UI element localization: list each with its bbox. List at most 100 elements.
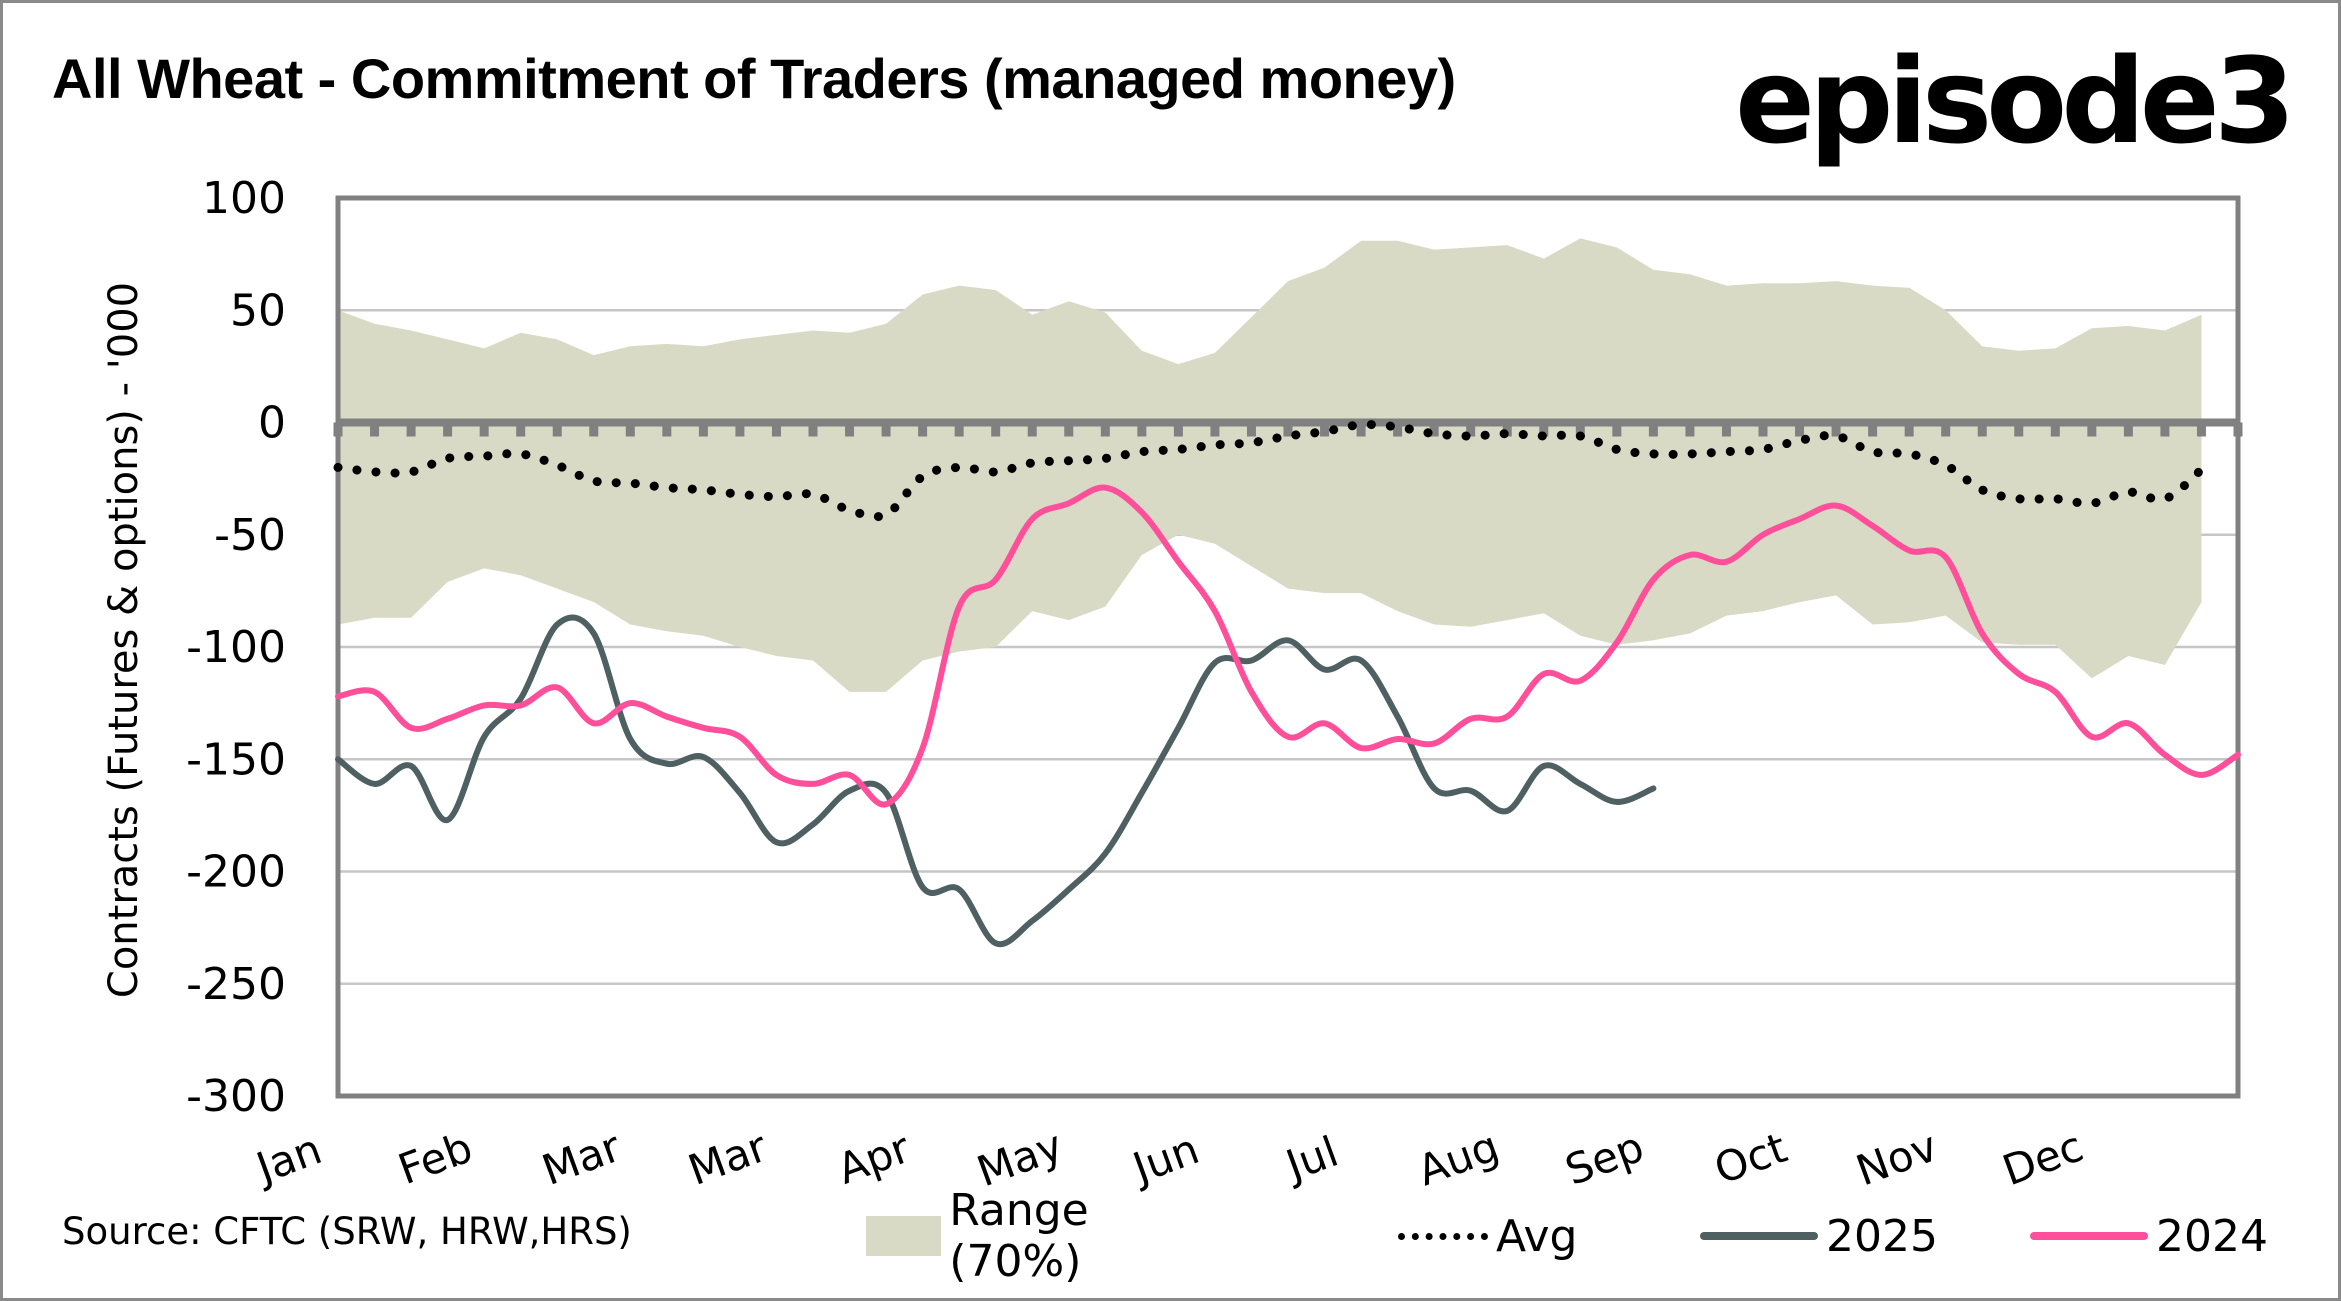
range-band (338, 238, 2202, 692)
x-tick-mark (1502, 422, 1512, 437)
x-tick-mark (1283, 422, 1293, 437)
x-tick-mark (479, 422, 489, 437)
x-tick-mark (370, 422, 380, 437)
x-tick-mark (698, 422, 708, 437)
x-tick-mark (662, 422, 672, 437)
x-month-label: Apr (831, 1123, 917, 1194)
x-tick-mark (1100, 422, 1110, 437)
series-2025-line (335, 614, 1657, 948)
x-tick-mark (1721, 422, 1731, 437)
x-tick-mark (1612, 422, 1622, 437)
x-tick-mark (1685, 422, 1695, 437)
legend-swatch-range (866, 1216, 942, 1256)
x-month-label: Mar (536, 1122, 628, 1195)
x-month-label: Feb (392, 1123, 479, 1194)
x-tick-mark (808, 422, 818, 437)
x-tick-mark (1027, 422, 1037, 437)
x-tick-mark (881, 422, 891, 437)
legend-label-2024: 2024 (2156, 1210, 2268, 1262)
x-tick-mark (1795, 422, 1805, 437)
x-tick-mark (845, 422, 855, 437)
x-tick-mark (991, 422, 1001, 437)
y-tick-labels: 100 50 0 -50 -100 -150 -200 -250 -300 (186, 173, 286, 1122)
x-month-label: Dec (1996, 1121, 2089, 1195)
y-tick-label: -300 (186, 1071, 286, 1122)
x-tick-mark (1429, 422, 1439, 437)
x-tick-mark (443, 422, 453, 437)
x-tick-mark (1320, 422, 1330, 437)
x-tick-mark (1466, 422, 1476, 437)
x-tick-mark (1356, 422, 1366, 437)
x-tick-mark (1137, 422, 1147, 437)
x-month-label: Jul (1277, 1127, 1344, 1191)
x-tick-mark (1868, 422, 1878, 437)
chart-title: All Wheat - Commitment of Traders (manag… (52, 47, 1456, 110)
y-tick-label: 0 (258, 398, 286, 449)
legend-item-2025[interactable]: 2025 (1700, 1206, 1938, 1266)
x-tick-mark (552, 422, 562, 437)
legend-swatch-avg (1398, 1232, 1488, 1240)
x-month-label: Nov (1850, 1121, 1944, 1195)
y-tick-label: -50 (214, 510, 286, 561)
y-tick-label: -200 (186, 847, 286, 898)
x-month-label: Aug (1411, 1121, 1505, 1195)
x-tick-mark (2233, 422, 2243, 437)
y-tick-label: 50 (230, 285, 286, 336)
x-tick-mark (1064, 422, 1074, 437)
legend-item-range[interactable]: Range (70%) (866, 1185, 1131, 1287)
x-tick-mark (2087, 422, 2097, 437)
legend-item-avg[interactable]: Avg (1398, 1206, 1578, 1266)
legend-label-avg: Avg (1496, 1210, 1578, 1262)
x-tick-mark (2196, 422, 2206, 437)
x-month-label: Oct (1708, 1123, 1793, 1194)
series-2024-line (335, 484, 2241, 808)
x-tick-mark (1831, 422, 1841, 437)
range-band-layer (338, 238, 2202, 692)
x-tick-mark (1173, 422, 1183, 437)
x-tick-mark (625, 422, 635, 437)
x-month-labels: Jan Feb Mar Mar Apr May Jun Jul Aug Sep Oct Nov Dec (247, 1121, 2089, 1197)
legend-label-range: Range (70%) (949, 1185, 1089, 1287)
x-month-label: Sep (1559, 1122, 1650, 1195)
x-tick-mark (1246, 422, 1256, 437)
y-tick-label: -150 (186, 734, 286, 785)
x-month-label: Jan (247, 1124, 327, 1193)
series-layer (333, 420, 2241, 948)
legend-label-2025: 2025 (1826, 1210, 1938, 1262)
x-tick-mark (1539, 422, 1549, 437)
x-tick-mark (1977, 422, 1987, 437)
legend-swatch-2025 (1700, 1232, 1818, 1240)
x-tick-mark (1648, 422, 1658, 437)
plot-border (335, 195, 2241, 1099)
x-tick-mark (954, 422, 964, 437)
x-tick-mark (771, 422, 781, 437)
x-tick-mark (918, 422, 928, 437)
x-tick-mark (1941, 422, 1951, 437)
x-tick-mark (2050, 422, 2060, 437)
axes (333, 195, 2243, 1099)
x-month-label: Jun (1124, 1124, 1205, 1194)
x-tick-mark (1393, 422, 1403, 437)
y-tick-label: -100 (186, 622, 286, 673)
x-tick-mark (1904, 422, 1914, 437)
brand-logo: episode3 (1735, 32, 2296, 170)
x-tick-mark (1210, 422, 1220, 437)
x-tick-mark (2014, 422, 2024, 437)
x-tick-mark (2160, 422, 2170, 437)
x-tick-mark (735, 422, 745, 437)
x-tick-mark (1575, 422, 1585, 437)
y-axis-label: Contracts (Futures & options) - '000 (101, 282, 147, 998)
x-tick-mark (2123, 422, 2133, 437)
legend-swatch-2024 (2030, 1232, 2148, 1240)
y-tick-label: -250 (186, 959, 286, 1010)
x-tick-mark (406, 422, 416, 437)
x-tick-mark (516, 422, 526, 437)
y-tick-label: 100 (202, 173, 286, 224)
x-tick-mark (1758, 422, 1768, 437)
x-tick-mark (333, 422, 343, 437)
legend-item-2024[interactable]: 2024 (2030, 1206, 2268, 1266)
source-note: Source: CFTC (SRW, HRW,HRS) (62, 1210, 632, 1253)
x-month-label: Mar (682, 1122, 774, 1195)
